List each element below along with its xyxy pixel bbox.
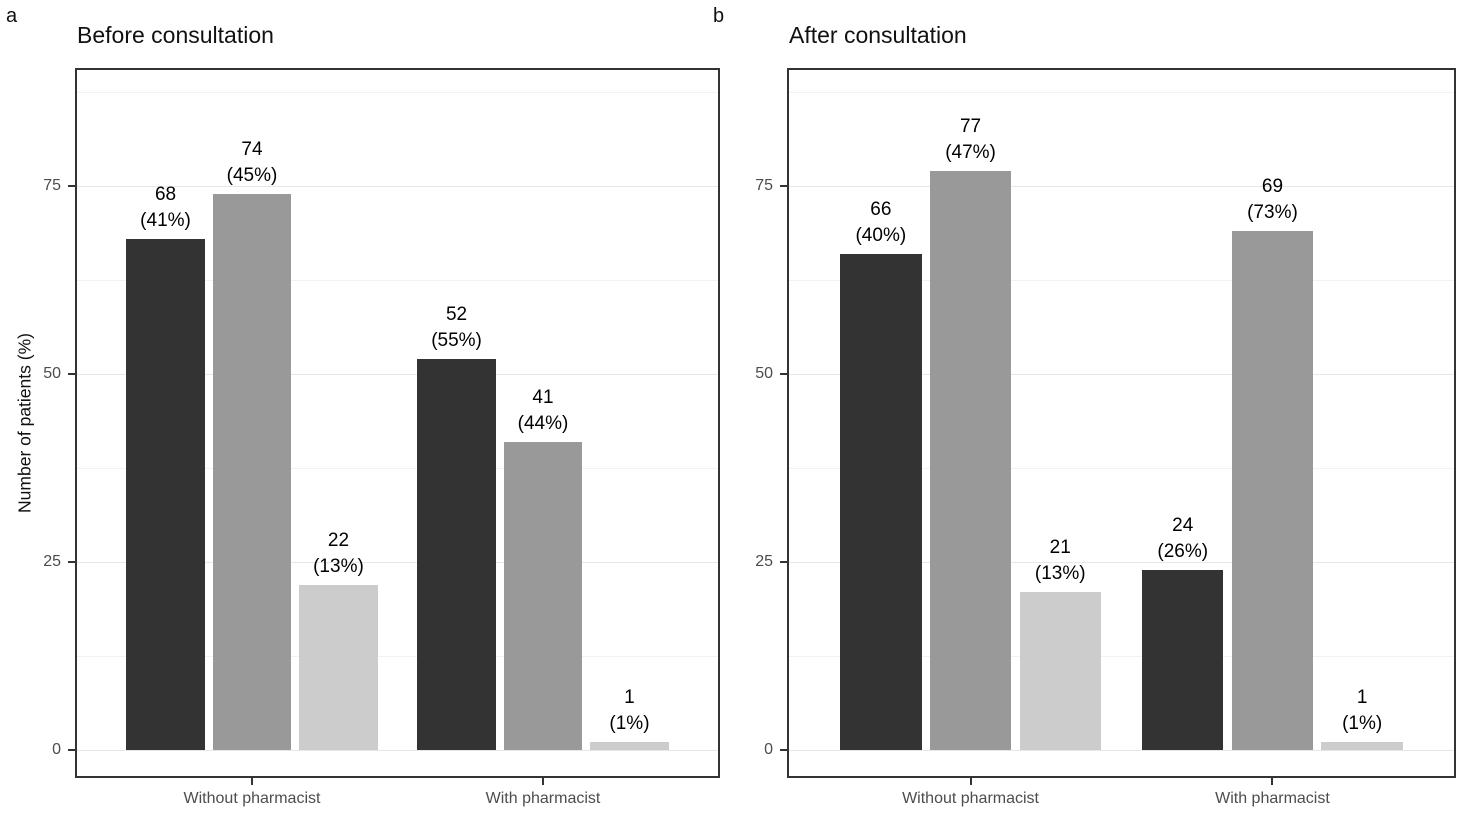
dark-gray-bar — [1142, 569, 1224, 750]
medium-gray-bar — [1231, 231, 1314, 750]
bar-value-label: 69 (73%) — [1187, 174, 1357, 226]
plot-area-a: 68 (41%) 74 (45%) 22 (13%) 52 (55%) 41 (44%) 1 (1%) — [75, 68, 720, 778]
bar-count: 66 — [870, 198, 892, 220]
y-axis-tick-label: 50 — [755, 365, 773, 382]
bar-percent: (47%) — [945, 141, 996, 163]
y-axis-tick-label: 50 — [43, 365, 61, 382]
bar-percent: (13%) — [313, 555, 364, 577]
bar-percent: (55%) — [431, 329, 482, 351]
bar-percent: (45%) — [226, 164, 278, 186]
bar-count: 1 — [624, 687, 635, 709]
bar-percent: (26%) — [1157, 540, 1209, 562]
medium-gray-bar — [503, 441, 583, 750]
bar-count: 1 — [1356, 687, 1368, 709]
gridline-major — [789, 562, 1454, 563]
bar-percent: (44%) — [517, 412, 569, 434]
bar-count: 21 — [1049, 537, 1071, 559]
gridline-major — [77, 750, 718, 751]
panel-a-label: a — [6, 5, 18, 27]
gridline-major — [77, 562, 718, 563]
gridline-minor — [789, 468, 1454, 469]
bar-value-label: 1 (1%) — [544, 685, 714, 737]
gridline-minor — [77, 280, 718, 281]
y-axis-tick-label: 25 — [43, 553, 61, 570]
y-axis-tick — [68, 561, 75, 563]
bar-value-label: 21 (13%) — [975, 535, 1145, 587]
y-axis-title: Number of patients (%) — [14, 333, 35, 513]
x-axis-tick — [1271, 778, 1274, 785]
gridline-minor — [789, 92, 1454, 93]
gridline-minor — [789, 280, 1454, 281]
x-axis-category-label: With pharmacist — [1215, 790, 1330, 807]
bar-value-label: 52 (55%) — [372, 302, 542, 354]
bar-count: 41 — [532, 386, 554, 408]
x-axis-tick — [542, 778, 544, 785]
bar-value-label: 22 (13%) — [253, 528, 423, 580]
y-axis-tick-label: 25 — [755, 553, 773, 570]
y-axis-tick — [780, 561, 787, 563]
gridline-major — [77, 374, 718, 375]
dark-gray-bar — [840, 253, 922, 750]
panel-a-title: Before consultation — [77, 22, 274, 48]
x-axis-tick — [969, 778, 972, 785]
dark-gray-bar — [417, 358, 496, 750]
bar-value-label: 77 (47%) — [886, 114, 1056, 166]
light-gray-bar — [1019, 592, 1101, 750]
bar-count: 74 — [241, 138, 263, 160]
gridline-major — [789, 374, 1454, 375]
gridline-major — [789, 750, 1454, 751]
y-axis-tick — [780, 749, 787, 751]
panel-b-label: b — [713, 5, 725, 27]
bar-percent: (41%) — [140, 209, 191, 231]
y-axis-tick — [780, 373, 787, 375]
bar-percent: (1%) — [609, 713, 650, 735]
bar-count: 22 — [327, 529, 350, 551]
y-axis-tick — [780, 185, 787, 187]
light-gray-bar — [299, 584, 378, 750]
bar-percent: (13%) — [1034, 563, 1086, 585]
bar-value-label: 74 (45%) — [167, 137, 337, 189]
light-gray-bar — [1321, 742, 1403, 750]
bar-percent: (73%) — [1247, 202, 1298, 224]
bar-count: 68 — [154, 183, 177, 205]
bar-count: 52 — [445, 303, 468, 325]
gridline-major — [789, 186, 1454, 187]
bar-count: 69 — [1261, 176, 1284, 198]
gridline-minor — [77, 656, 718, 657]
y-axis-tick-label: 0 — [764, 741, 773, 758]
y-axis-tick-label: 75 — [755, 177, 773, 194]
x-axis-category-label: Without pharmacist — [902, 790, 1039, 807]
bar-percent: (40%) — [855, 224, 907, 246]
plot-area-b: 66 (40%) 77 (47%) 21 (13%) 24 (26%) 69 (73%) 1 (1%) — [787, 68, 1456, 778]
light-gray-bar — [590, 742, 669, 750]
x-axis-tick — [250, 778, 253, 785]
gridline-minor — [77, 468, 718, 469]
y-axis-tick — [68, 373, 75, 375]
bar-count: 24 — [1172, 514, 1194, 536]
gridline-major — [77, 186, 718, 187]
bar-value-label: 24 (26%) — [1098, 513, 1268, 565]
bar-value-label: 68 (41%) — [81, 182, 251, 234]
bar-count: 77 — [959, 115, 982, 137]
medium-gray-bar — [212, 193, 292, 750]
bar-value-label: 1 (1%) — [1277, 685, 1447, 737]
y-axis-tick-label: 0 — [52, 741, 61, 758]
x-axis-category-label: Without pharmacist — [183, 790, 321, 807]
medium-gray-bar — [929, 170, 1012, 750]
bar-value-label: 41 (44%) — [458, 385, 628, 437]
bar-value-label: 66 (40%) — [796, 197, 966, 249]
dark-gray-bar — [126, 238, 205, 750]
y-axis-tick — [68, 749, 75, 751]
gridline-minor — [789, 656, 1454, 657]
gridline-minor — [77, 92, 718, 93]
y-axis-tick — [68, 185, 75, 187]
x-axis-category-label: With pharmacist — [485, 790, 601, 807]
y-axis-tick-label: 75 — [43, 177, 61, 194]
panel-b-title: After consultation — [789, 22, 967, 48]
bar-percent: (1%) — [1342, 713, 1383, 735]
